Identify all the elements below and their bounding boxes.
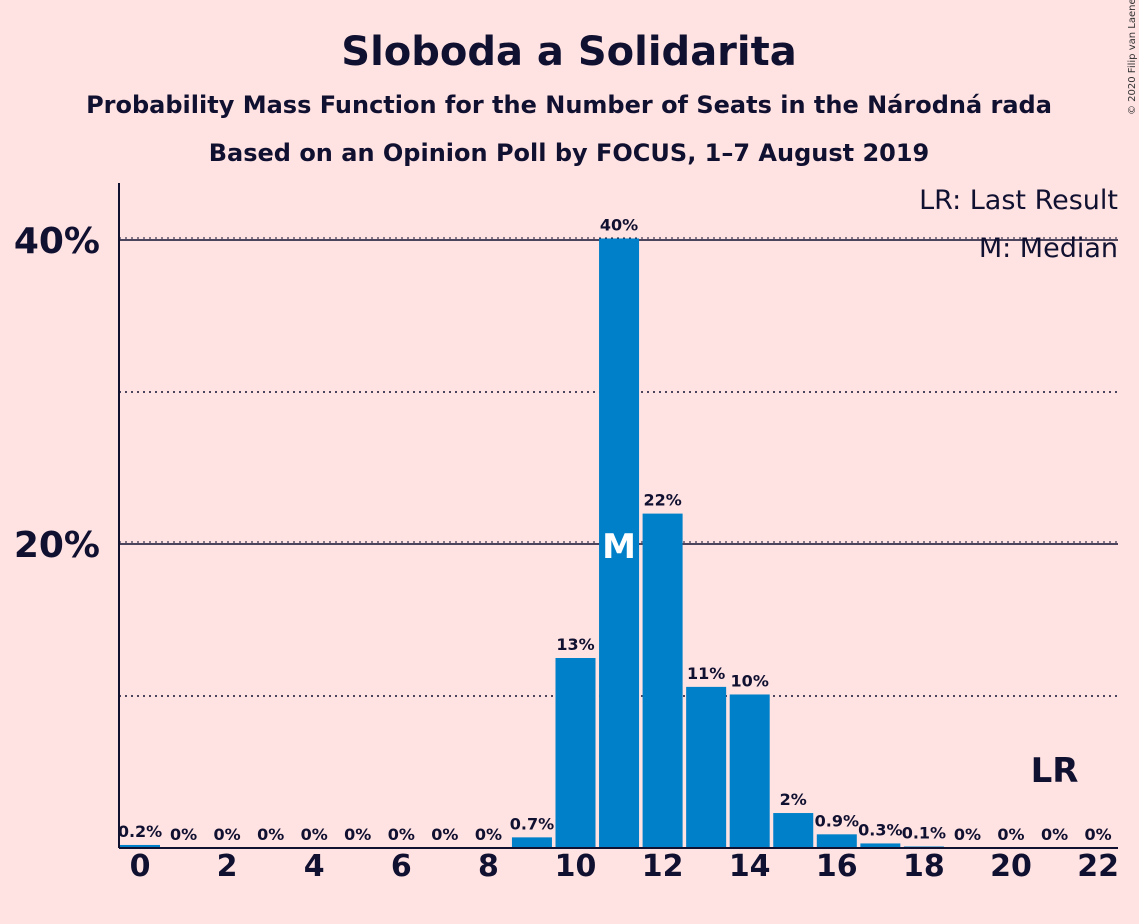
x-tick-8: 8 [478, 849, 499, 884]
legend-median: M: Median [979, 233, 1118, 264]
median-marker: M [602, 527, 636, 567]
bar-label-seat-16: 0.9% [815, 811, 859, 830]
bar-label-seat-20: 0% [997, 825, 1024, 844]
bar-label-seat-10: 13% [556, 635, 594, 654]
bar-label-seat-4: 0% [301, 825, 328, 844]
markers: M LR [602, 527, 1078, 791]
bar-label-seat-15: 2% [780, 790, 807, 809]
x-tick-4: 4 [304, 849, 325, 884]
x-tick-18: 18 [903, 849, 945, 884]
x-tick-16: 16 [816, 849, 858, 884]
bar-label-seat-5: 0% [344, 825, 371, 844]
bar-label-seat-8: 0% [475, 825, 502, 844]
chart-subtitle-line1: Probability Mass Function for the Number… [86, 91, 1052, 119]
bar-label-seat-14: 10% [731, 671, 769, 690]
y-tick-40: 40% [14, 221, 100, 262]
x-tick-labels: 0 2 4 6 8 10 12 14 16 18 20 22 [130, 849, 1119, 884]
bar-label-seat-18: 0.1% [902, 823, 946, 842]
bar-label-seat-22: 0% [1085, 825, 1112, 844]
bar-seat-0 [120, 844, 160, 848]
bar-seat-14 [729, 694, 770, 848]
x-tick-12: 12 [642, 849, 684, 884]
bar-label-seat-13: 11% [687, 664, 725, 683]
bar-label-seat-2: 0% [214, 825, 241, 844]
x-tick-14: 14 [729, 849, 771, 884]
bar-label-seat-0: 0.2% [118, 822, 162, 841]
copyright-note: © 2020 Filip van Laenen [1127, 0, 1138, 115]
bars [120, 238, 944, 849]
x-tick-20: 20 [990, 849, 1032, 884]
bar-label-seat-3: 0% [257, 825, 284, 844]
bar-seat-17 [860, 843, 901, 848]
bar-label-seat-9: 0.7% [510, 814, 554, 833]
x-tick-22: 22 [1077, 849, 1119, 884]
bar-seat-13 [686, 686, 727, 848]
bar-label-seat-12: 22% [643, 491, 681, 510]
x-tick-6: 6 [391, 849, 412, 884]
x-tick-10: 10 [555, 849, 597, 884]
bar-seat-15 [773, 813, 814, 848]
x-tick-0: 0 [130, 849, 151, 884]
chart-title: Sloboda a Solidarita [341, 29, 796, 75]
axes [118, 183, 1118, 849]
bar-seat-10 [555, 658, 596, 848]
y-tick-labels: 20% 40% [14, 221, 100, 566]
bar-seat-16 [816, 834, 857, 848]
bar-seat-11 [599, 238, 640, 849]
bar-label-seat-21: 0% [1041, 825, 1068, 844]
bar-label-seat-17: 0.3% [858, 820, 902, 839]
bar-seat-9 [511, 837, 552, 848]
bar-value-labels: 0.2% 0% 0% 0% 0% 0% 0% 0% 0% 0.7% 13% 40% 22% 11% 10% 2… [118, 215, 1112, 844]
bar-label-seat-1: 0% [170, 825, 197, 844]
y-tick-20: 20% [14, 525, 100, 566]
bar-label-seat-19: 0% [954, 825, 981, 844]
x-tick-2: 2 [217, 849, 238, 884]
last-result-marker: LR [1031, 751, 1079, 791]
bar-seat-12 [642, 513, 683, 848]
legend-last-result: LR: Last Result [919, 185, 1118, 216]
bar-label-seat-6: 0% [388, 825, 415, 844]
bar-label-seat-11: 40% [600, 215, 638, 234]
chart-subtitle-line2: Based on an Opinion Poll by FOCUS, 1–7 A… [209, 139, 930, 167]
bar-label-seat-7: 0% [431, 825, 458, 844]
